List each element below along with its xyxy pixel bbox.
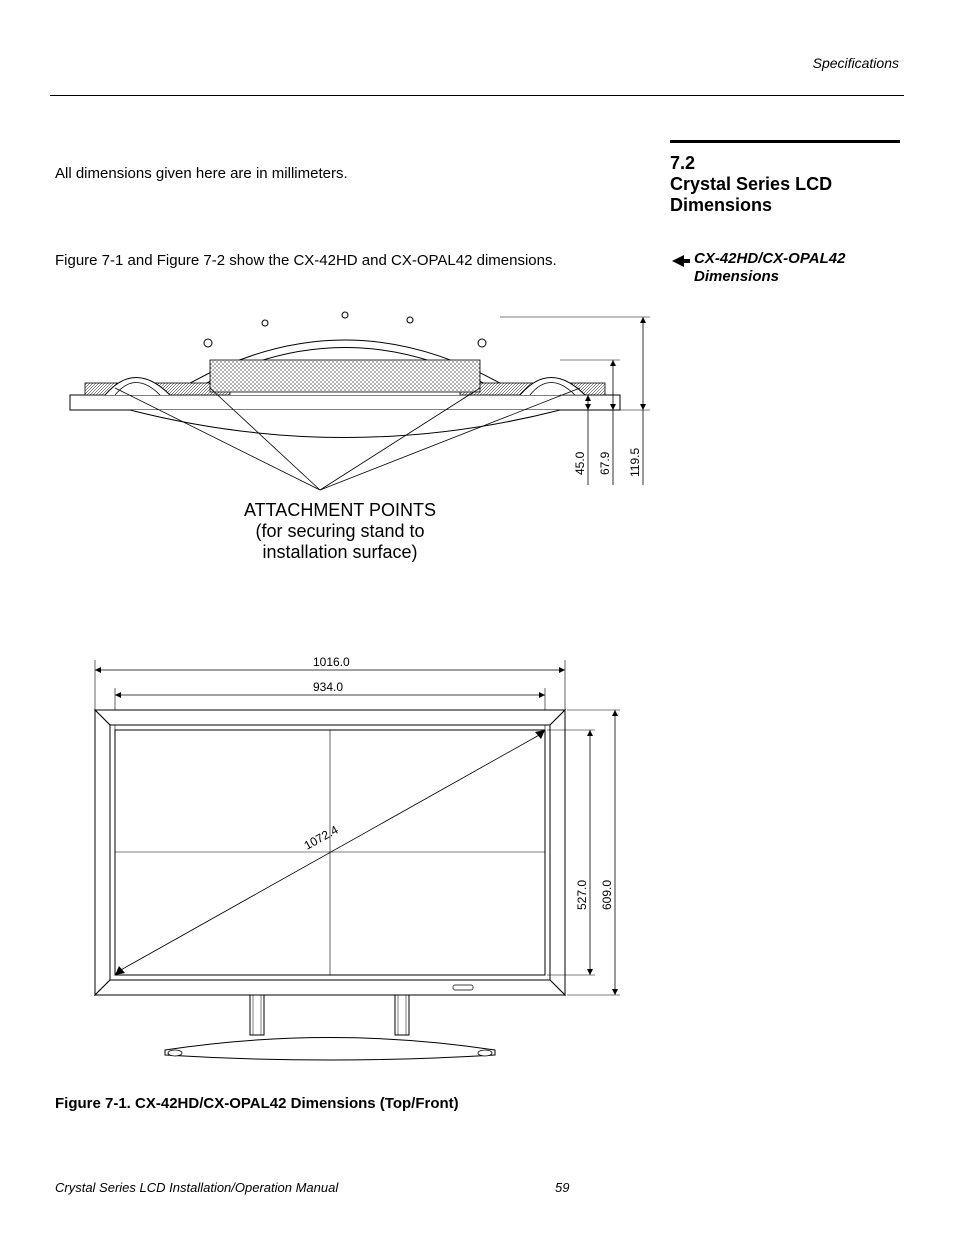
- dim-934: 934.0: [313, 680, 343, 694]
- section-heading: 7.2 Crystal Series LCD Dimensions: [670, 140, 900, 215]
- section-rule: [670, 140, 900, 143]
- footer-page-number: 59: [555, 1180, 569, 1195]
- dim-45: 45.0: [573, 451, 587, 475]
- dim-67: 67.9: [598, 451, 612, 475]
- fig1-caption-l1: ATTACHMENT POINTS: [210, 500, 470, 521]
- subsection-title-2: Dimensions: [694, 268, 904, 286]
- section-title-2: Dimensions: [670, 195, 900, 216]
- header-rule: [50, 95, 904, 96]
- fig1-caption: ATTACHMENT POINTS (for securing stand to…: [210, 500, 470, 563]
- subsection-title-1: CX-42HD/CX-OPAL42: [694, 250, 904, 268]
- fig1-caption-l3: installation surface): [210, 542, 470, 563]
- dim-609: 609.0: [600, 880, 614, 910]
- section-title-1: Crystal Series LCD: [670, 174, 900, 195]
- intro-text-2: Figure 7-1 and Figure 7-2 show the CX-42…: [55, 252, 557, 269]
- dim-527: 527.0: [575, 880, 589, 910]
- figure-front-view: 1016.0 934.0 1072.4: [75, 650, 655, 1070]
- figure-caption: Figure 7-1. CX-42HD/CX-OPAL42 Dimensions…: [55, 1095, 459, 1112]
- section-number: 7.2: [670, 153, 900, 174]
- subsection-heading: CX-42HD/CX-OPAL42 Dimensions: [694, 250, 904, 286]
- dim-119: 119.5: [628, 448, 642, 477]
- footer-title: Crystal Series LCD Installation/Operatio…: [55, 1180, 338, 1195]
- intro-text: All dimensions given here are in millime…: [55, 165, 348, 182]
- dim-1016: 1016.0: [313, 655, 350, 669]
- header-specs: Specifications: [813, 55, 899, 71]
- arrow-left-icon: [672, 254, 690, 272]
- fig1-caption-l2: (for securing stand to: [210, 521, 470, 542]
